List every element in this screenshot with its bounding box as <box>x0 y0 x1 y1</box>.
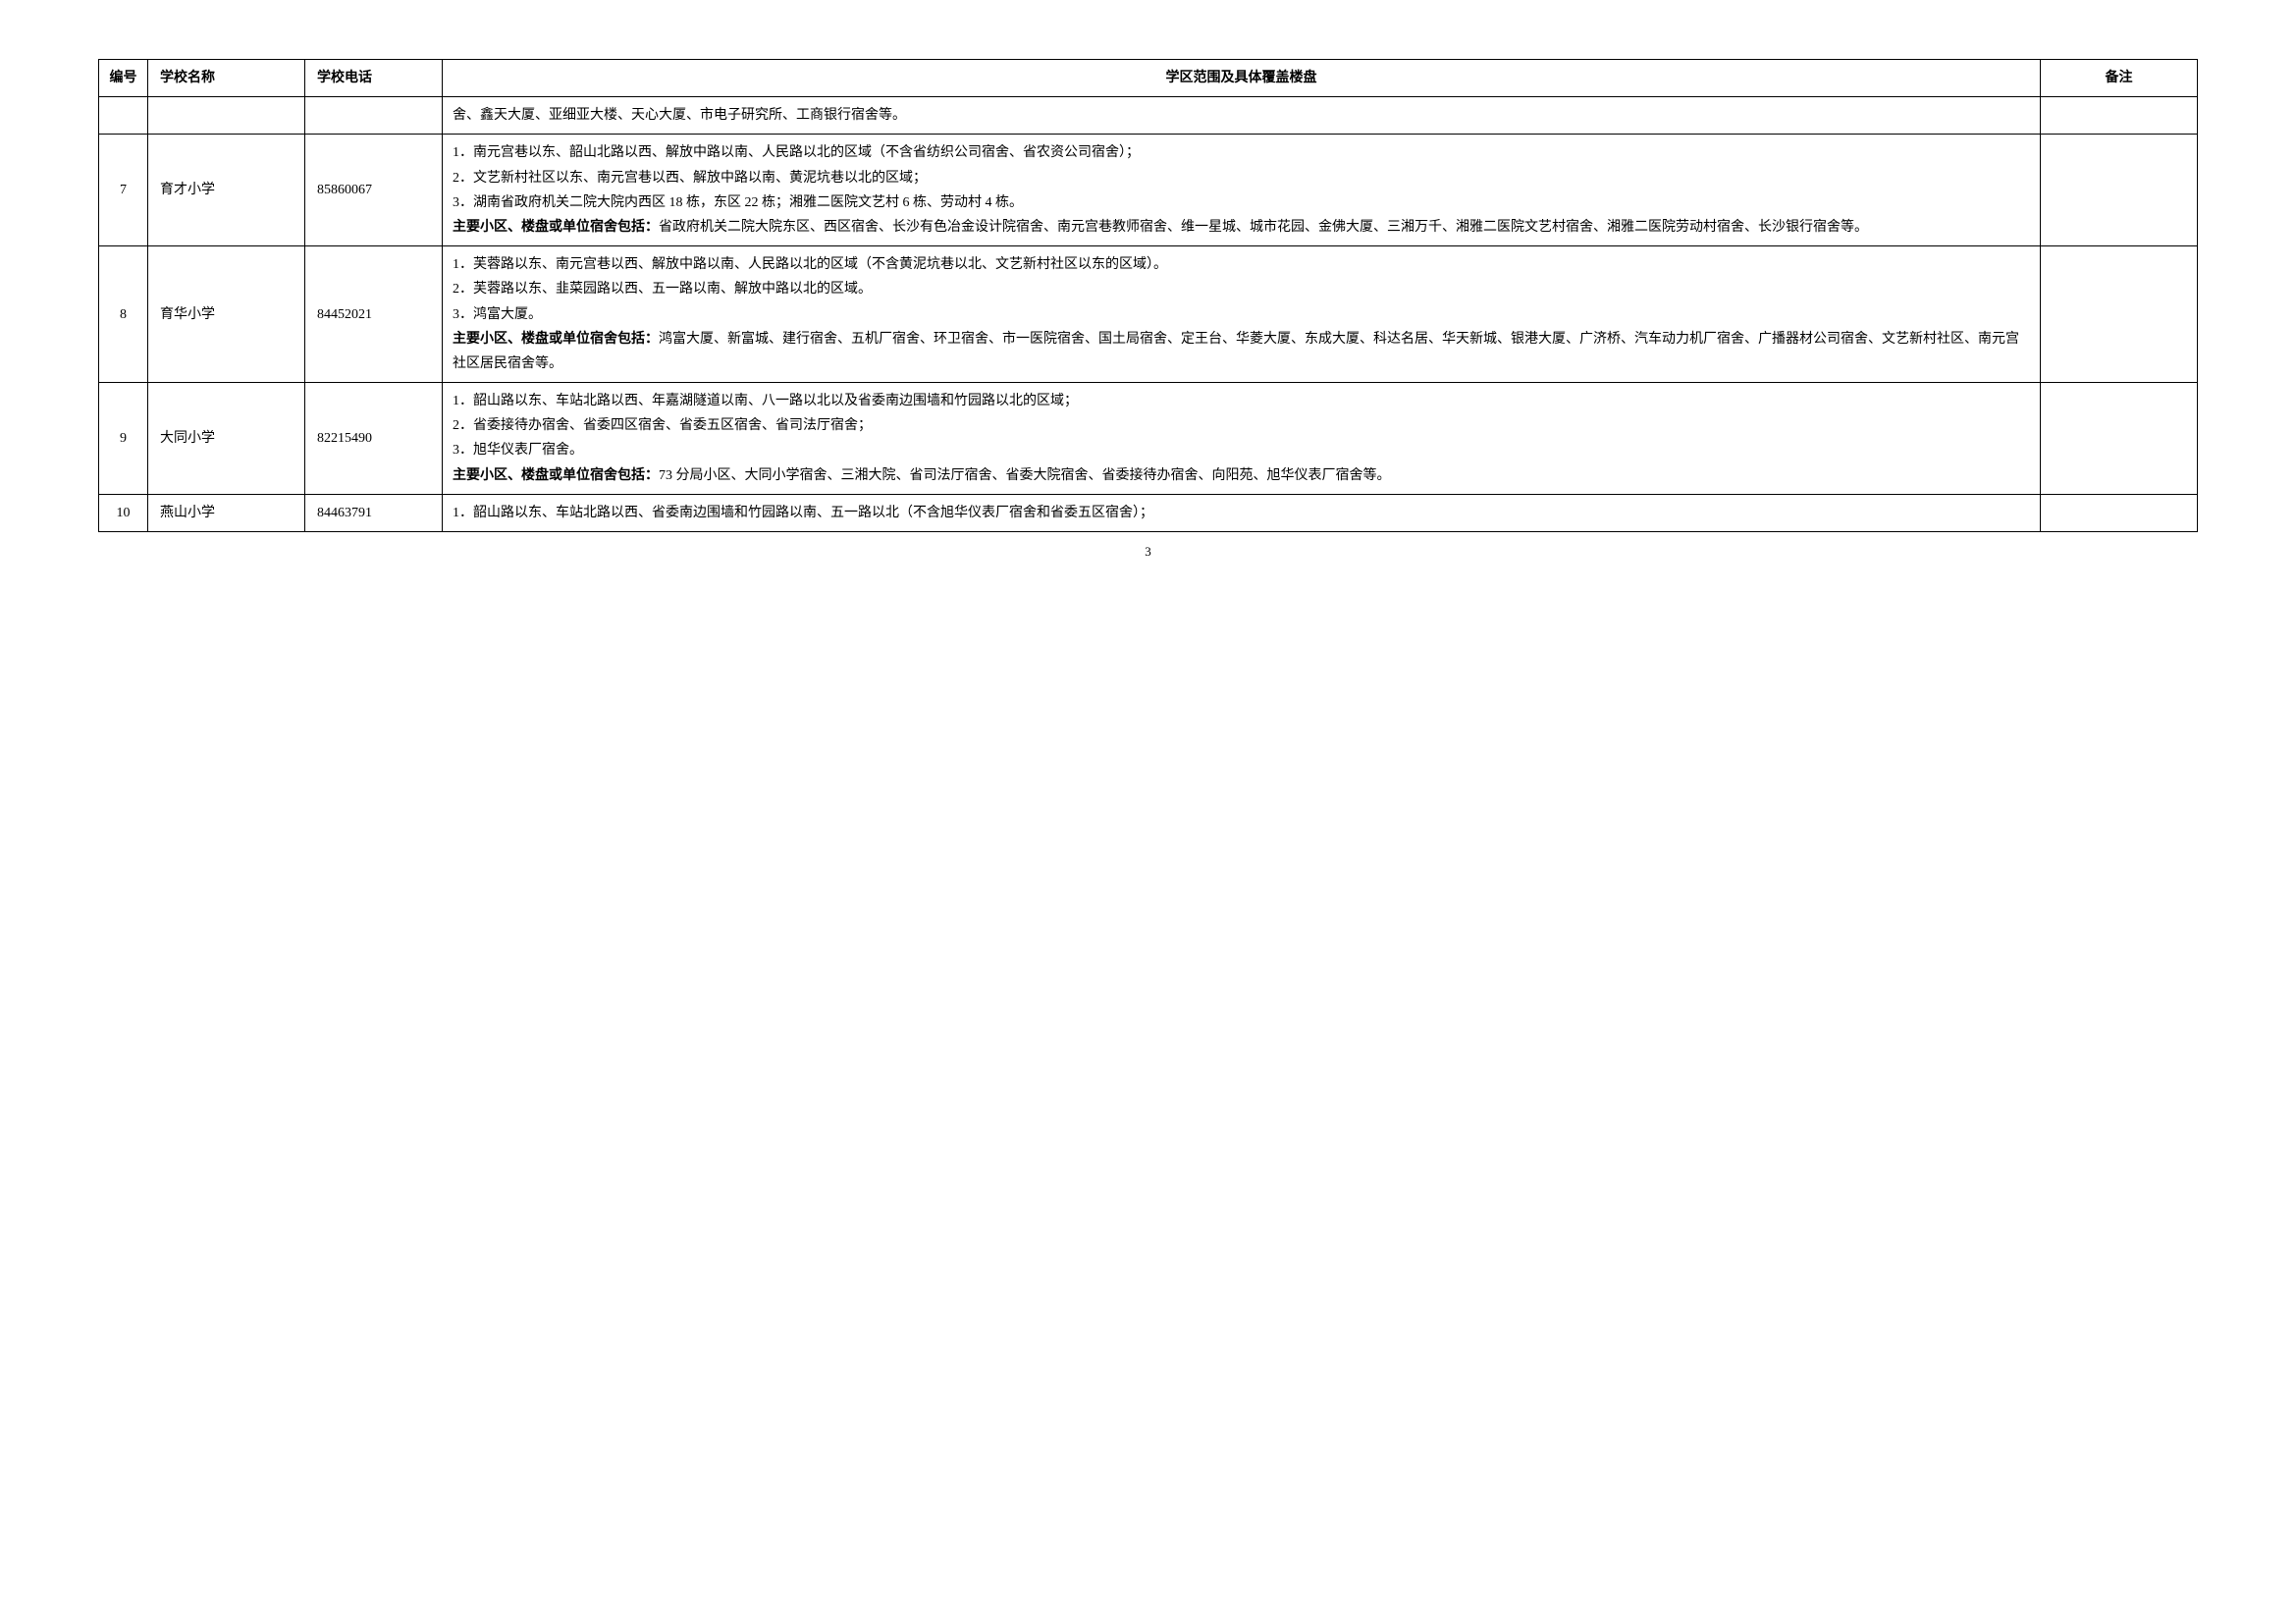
cell-school-name: 燕山小学 <box>148 494 305 531</box>
scope-line: 2．文艺新村社区以东、南元宫巷以西、解放中路以南、黄泥坑巷以北的区域； <box>453 171 927 186</box>
cell-num: 9 <box>99 383 148 495</box>
table-row: 8育华小学84452021 1．芙蓉路以东、南元宫巷以西、解放中路以南、人民路以北… <box>99 246 2198 383</box>
scope-line: 1．韶山路以东、车站北路以西、省委南边围墙和竹园路以南、五一路以北（不含旭华仪表… <box>453 506 1153 520</box>
cell-num <box>99 97 148 135</box>
cell-remark <box>2041 135 2198 246</box>
scope-line: 舍、鑫天大厦、亚细亚大楼、天心大厦、市电子研究所、工商银行宿舍等。 <box>453 108 906 123</box>
cell-num: 8 <box>99 246 148 383</box>
cell-remark <box>2041 383 2198 495</box>
table-header-row: 编号 学校名称 学校电话 学区范围及具体覆盖楼盘 备注 <box>99 60 2198 97</box>
table-row: 10燕山小学84463791 1．韶山路以东、车站北路以西、省委南边围墙和竹园路以… <box>99 494 2198 531</box>
cell-phone: 85860067 <box>305 135 443 246</box>
cell-phone: 84463791 <box>305 494 443 531</box>
cell-remark <box>2041 246 2198 383</box>
cell-scope: 1．韶山路以东、车站北路以西、省委南边围墙和竹园路以南、五一路以北（不含旭华仪表… <box>443 494 2041 531</box>
cell-school-name: 育才小学 <box>148 135 305 246</box>
scope-bold-label: 主要小区、楼盘或单位宿舍包括： <box>453 220 659 235</box>
header-name: 学校名称 <box>148 60 305 97</box>
scope-after-text: 省政府机关二院大院东区、西区宿舍、长沙有色冶金设计院宿舍、南元宫巷教师宿舍、维一… <box>659 220 1868 235</box>
cell-num: 7 <box>99 135 148 246</box>
table-row: 9大同小学82215490 1．韶山路以东、车站北路以西、年嘉湖隧道以南、八一路以… <box>99 383 2198 495</box>
cell-remark <box>2041 494 2198 531</box>
scope-bold-label: 主要小区、楼盘或单位宿舍包括： <box>453 332 659 347</box>
scope-line: 1．韶山路以东、车站北路以西、年嘉湖隧道以南、八一路以北以及省委南边围墙和竹园路… <box>453 394 1078 408</box>
cell-school-name: 育华小学 <box>148 246 305 383</box>
cell-scope: 舍、鑫天大厦、亚细亚大楼、天心大厦、市电子研究所、工商银行宿舍等。 <box>443 97 2041 135</box>
cell-phone: 82215490 <box>305 383 443 495</box>
scope-line: 1．南元宫巷以东、韶山北路以西、解放中路以南、人民路以北的区域（不含省纺织公司宿… <box>453 145 1140 160</box>
scope-line: 3．湖南省政府机关二院大院内西区 18 栋，东区 22 栋；湘雅二医院文艺村 6… <box>453 195 1023 210</box>
cell-phone <box>305 97 443 135</box>
table-row: 舍、鑫天大厦、亚细亚大楼、天心大厦、市电子研究所、工商银行宿舍等。 <box>99 97 2198 135</box>
scope-line: 3．鸿富大厦。 <box>453 307 542 322</box>
header-phone: 学校电话 <box>305 60 443 97</box>
cell-school-name <box>148 97 305 135</box>
header-num: 编号 <box>99 60 148 97</box>
cell-school-name: 大同小学 <box>148 383 305 495</box>
cell-scope: 1．芙蓉路以东、南元宫巷以西、解放中路以南、人民路以北的区域（不含黄泥坑巷以北、… <box>443 246 2041 383</box>
cell-num: 10 <box>99 494 148 531</box>
table-body: 舍、鑫天大厦、亚细亚大楼、天心大厦、市电子研究所、工商银行宿舍等。 7育才小学85… <box>99 97 2198 532</box>
scope-line: 2．省委接待办宿舍、省委四区宿舍、省委五区宿舍、省司法厅宿舍； <box>453 418 872 433</box>
cell-phone: 84452021 <box>305 246 443 383</box>
cell-remark <box>2041 97 2198 135</box>
header-scope: 学区范围及具体覆盖楼盘 <box>443 60 2041 97</box>
header-remark: 备注 <box>2041 60 2198 97</box>
school-district-table: 编号 学校名称 学校电话 学区范围及具体覆盖楼盘 备注 舍、鑫天大厦、亚细亚大楼… <box>98 59 2198 532</box>
scope-line: 1．芙蓉路以东、南元宫巷以西、解放中路以南、人民路以北的区域（不含黄泥坑巷以北、… <box>453 257 1167 272</box>
cell-scope: 1．韶山路以东、车站北路以西、年嘉湖隧道以南、八一路以北以及省委南边围墙和竹园路… <box>443 383 2041 495</box>
scope-bold-label: 主要小区、楼盘或单位宿舍包括： <box>453 468 659 483</box>
cell-scope: 1．南元宫巷以东、韶山北路以西、解放中路以南、人民路以北的区域（不含省纺织公司宿… <box>443 135 2041 246</box>
scope-after-text: 73 分局小区、大同小学宿舍、三湘大院、省司法厅宿舍、省委大院宿舍、省委接待办宿… <box>659 468 1391 483</box>
scope-after-text: 鸿富大厦、新富城、建行宿舍、五机厂宿舍、环卫宿舍、市一医院宿舍、国土局宿舍、定王… <box>453 332 2019 371</box>
scope-line: 3．旭华仪表厂宿舍。 <box>453 443 583 458</box>
table-row: 7育才小学85860067 1．南元宫巷以东、韶山北路以西、解放中路以南、人民路以… <box>99 135 2198 246</box>
page-number: 3 <box>98 544 2198 560</box>
scope-line: 2．芙蓉路以东、韭菜园路以西、五一路以南、解放中路以北的区域。 <box>453 282 872 297</box>
